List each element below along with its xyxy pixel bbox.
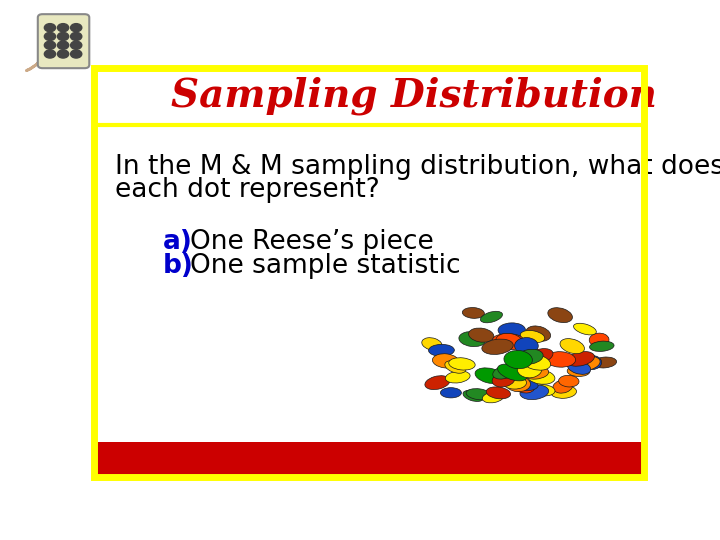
Ellipse shape <box>480 311 503 323</box>
Ellipse shape <box>589 333 609 347</box>
Ellipse shape <box>503 376 526 389</box>
Text: a): a) <box>163 228 192 254</box>
Circle shape <box>45 41 55 49</box>
Ellipse shape <box>445 361 466 373</box>
Circle shape <box>58 41 68 49</box>
Ellipse shape <box>574 323 596 335</box>
Ellipse shape <box>522 366 549 379</box>
Circle shape <box>45 32 55 40</box>
Ellipse shape <box>492 373 515 387</box>
Ellipse shape <box>498 323 526 337</box>
Ellipse shape <box>515 338 539 354</box>
Ellipse shape <box>428 345 454 356</box>
Ellipse shape <box>492 365 516 379</box>
Text: Statistics: Unlocking the Power of Data: Statistics: Unlocking the Power of Data <box>104 453 402 468</box>
Ellipse shape <box>590 341 614 352</box>
Circle shape <box>58 50 68 58</box>
Ellipse shape <box>518 361 542 378</box>
Ellipse shape <box>482 392 504 403</box>
Ellipse shape <box>425 376 450 389</box>
Ellipse shape <box>496 333 523 349</box>
Ellipse shape <box>449 357 475 370</box>
Ellipse shape <box>422 338 442 350</box>
Ellipse shape <box>482 339 513 354</box>
Ellipse shape <box>475 368 504 383</box>
Circle shape <box>71 50 82 58</box>
Ellipse shape <box>576 356 600 370</box>
Ellipse shape <box>463 390 484 401</box>
Ellipse shape <box>492 334 523 346</box>
Ellipse shape <box>521 330 545 343</box>
FancyArrowPatch shape <box>27 48 47 71</box>
Ellipse shape <box>520 385 549 400</box>
Ellipse shape <box>459 332 486 347</box>
Circle shape <box>71 41 82 49</box>
FancyBboxPatch shape <box>37 14 89 68</box>
Ellipse shape <box>433 354 459 368</box>
Ellipse shape <box>532 384 555 396</box>
Ellipse shape <box>593 357 616 368</box>
Text: One sample statistic: One sample statistic <box>190 253 461 280</box>
Ellipse shape <box>560 339 585 354</box>
Ellipse shape <box>486 387 510 399</box>
Ellipse shape <box>545 352 575 367</box>
Ellipse shape <box>524 349 553 365</box>
Circle shape <box>58 24 68 32</box>
Ellipse shape <box>498 364 527 381</box>
Ellipse shape <box>559 375 579 387</box>
Ellipse shape <box>548 308 572 322</box>
FancyBboxPatch shape <box>94 442 644 477</box>
Ellipse shape <box>446 371 470 383</box>
Text: each dot represent?: each dot represent? <box>115 177 380 202</box>
Text: In the M & M sampling distribution, what does: In the M & M sampling distribution, what… <box>115 154 720 180</box>
Ellipse shape <box>582 355 602 369</box>
Ellipse shape <box>462 308 485 319</box>
Text: b): b) <box>163 253 194 280</box>
Ellipse shape <box>527 370 555 384</box>
Ellipse shape <box>567 352 595 366</box>
Text: Lock: Lock <box>588 453 623 468</box>
Text: One Reese’s piece: One Reese’s piece <box>190 228 434 254</box>
Text: Sampling Distribution: Sampling Distribution <box>171 77 657 115</box>
Ellipse shape <box>567 361 590 374</box>
Ellipse shape <box>466 389 491 400</box>
Ellipse shape <box>551 386 577 399</box>
Ellipse shape <box>513 380 534 393</box>
Circle shape <box>45 50 55 58</box>
Circle shape <box>45 24 55 32</box>
Ellipse shape <box>553 380 572 393</box>
Ellipse shape <box>469 328 494 342</box>
Ellipse shape <box>517 349 543 364</box>
Ellipse shape <box>526 326 551 341</box>
Ellipse shape <box>506 376 531 392</box>
Ellipse shape <box>512 380 538 391</box>
Ellipse shape <box>441 388 462 398</box>
Ellipse shape <box>504 350 532 369</box>
Circle shape <box>71 32 82 40</box>
Ellipse shape <box>521 354 551 370</box>
Text: 5: 5 <box>624 451 631 461</box>
Ellipse shape <box>567 366 590 376</box>
Circle shape <box>58 32 68 40</box>
Circle shape <box>71 24 82 32</box>
